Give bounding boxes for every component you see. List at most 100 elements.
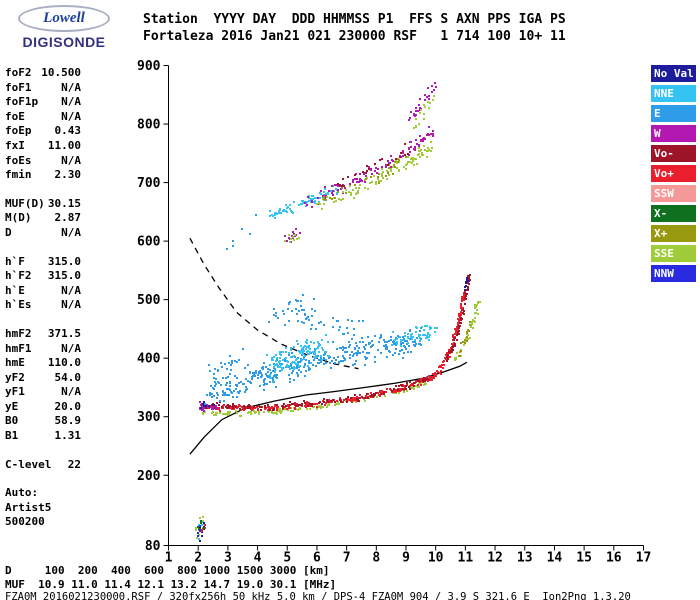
param-label: foF1 [5,80,32,94]
trace-hop2-magenta [304,126,434,208]
header-line1: Station YYYY DAY DDD HHMMSS P1 FFS S AXN… [143,12,566,27]
param-row-fof1p: foF1p N/A [5,95,81,110]
param-group-2: h`F 315.0 h`F2 315.0 h`E N/A h`Es N/A [5,255,81,313]
param-value: N/A [61,341,81,355]
trace-f-trace-navy-start [200,401,215,409]
param-value: 110.0 [47,356,81,370]
y-tick-label: 700 [137,176,161,191]
trace-cloud-right [391,325,438,347]
trace-hop2-top-green [413,95,435,129]
param-row-hf2: h`F2 315.0 [5,269,81,284]
trace-f-trace-darkred [205,377,429,411]
param-group-0: foF2 10.500 foF1 N/A foF1p N/A foE N/A foEp 0.43 f… [5,66,81,183]
legend-item-nne: NNE [651,85,696,102]
param-label: B0 [5,414,19,428]
param-label: foEp [5,124,32,138]
x-tick-label: 16 [606,551,622,566]
header-line2: Fortaleza 2016 Jan21 021 230000 RSF 1 71… [143,29,566,44]
param-label: foE [5,109,25,123]
x-tick-label: 4 [254,551,262,566]
x-tick-label: 15 [576,551,592,566]
trace-hop2-olive [323,156,407,201]
y-tick-label: 600 [137,235,161,250]
legend-item-w: W [651,125,696,142]
trace-cloud-main [204,327,422,405]
param-label: hmF1 [5,341,32,355]
param-label: h`E [5,283,25,297]
param-row-hf: h`F 315.0 [5,255,81,270]
param-label: B1 [5,429,19,443]
legend-item-nnw: NNW [651,265,696,282]
param-label: h`F [5,254,25,268]
param-label: h`F2 [5,269,32,283]
x-tick-label: 17 [636,551,652,566]
param-value: 2.87 [54,211,82,225]
parameter-panel: foF2 10.500 foF1 N/A foF1p N/A foE N/A foEp 0.43 f… [5,66,81,544]
trace-rising-olive [458,321,471,357]
legend-item-x: X+ [651,225,696,242]
true-height-curve-solid [189,361,468,455]
legend-item-noval: No Val [651,65,696,82]
param-value: 11.00 [47,138,81,152]
trace-hop2-top-magenta [408,82,437,121]
param-group-4: C-level 22 [5,458,81,473]
param-value: N/A [61,80,81,94]
param-group-3: hmF2 371.5 hmF1 N/A hmE 110.0 yF2 54.0 yF1 N/A yE 2… [5,327,81,444]
x-tick-label: 1 [165,551,173,566]
param-value: 10.500 [41,66,81,79]
param-value: N/A [61,385,81,399]
param-label: foEs [5,153,32,167]
file-info-line: FZA0M_2016021230000.RSF / 320fx256h 50 k… [5,591,631,600]
x-tick-label: 7 [343,551,351,566]
param-label: Artist5 [5,500,52,514]
param-label: yF1 [5,385,25,399]
param-value: N/A [61,298,81,312]
param-value: N/A [61,109,81,123]
param-value: N/A [61,225,81,239]
trace-prehop-cluster-green [284,234,300,243]
x-tick-label: 9 [402,551,410,566]
legend-item-ssw: SSW [651,185,696,202]
y-tick-label: 500 [137,293,161,308]
trace-hop2-darkred [337,143,409,187]
param-group-1: MUF(D) 30.15 M(D) 2.87 D N/A [5,197,81,241]
param-value: 1.31 [54,429,82,443]
trace-noise-bottom-blue [197,525,201,537]
y-tick-label: 200 [137,469,161,484]
measurement-header: Station YYYY DAY DDD HHMMSS P1 FFS S AXN… [143,11,566,45]
trace-hop2-green [316,141,433,210]
trace-stray-blue [226,214,257,250]
x-tick-label: 13 [517,551,533,566]
param-value: 0.43 [54,124,82,138]
trace-cloud-dense [266,334,330,383]
forecast-curve-dashed [189,237,359,370]
param-row-foe: foE N/A [5,110,81,125]
param-label: yF2 [5,370,25,384]
param-label: Auto: [5,486,39,500]
y-tick-label: 800 [137,118,161,133]
param-group-5: Auto: Artist5 500200 [5,486,81,530]
trace-rising-navy-top [464,277,469,291]
param-label: yE [5,399,19,413]
param-value: N/A [61,95,81,109]
y-tick-label: 900 [137,59,161,74]
param-value: 2.30 [54,168,82,182]
x-tick-label: 2 [194,551,202,566]
legend-item-vo: Vo- [651,145,696,162]
param-row-yf2: yF2 54.0 [5,371,81,386]
y-tick-label: 300 [137,410,161,425]
param-row-hmf1: hmF1 N/A [5,342,81,357]
param-row-he: h`E N/A [5,284,81,299]
muf-row: MUF 10.9 11.0 11.4 12.1 13.2 14.7 19.0 3… [5,578,337,591]
x-tick-label: 6 [313,551,321,566]
param-label: h`Es [5,298,32,312]
param-label: foF1p [5,95,39,109]
param-row-artist5: Artist5 [5,501,81,516]
x-tick-label: 8 [372,551,380,566]
param-value: 54.0 [54,370,82,384]
trace-hop2-cyan [269,185,338,219]
param-row-ye: yE 20.0 [5,400,81,415]
param-row-fmin: fmin 2.30 [5,168,81,183]
logo-lowell-text: Lowell [43,10,85,26]
